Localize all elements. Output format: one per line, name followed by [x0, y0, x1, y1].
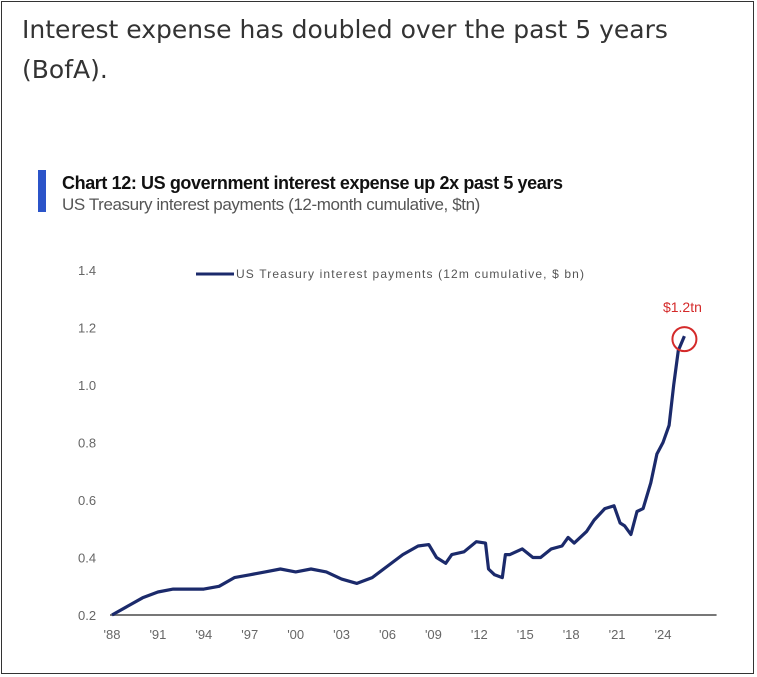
x-tick-label: '09: [425, 627, 442, 642]
y-tick-label: 1.4: [78, 263, 96, 278]
x-tick-label: '18: [563, 627, 580, 642]
y-tick-label: 0.6: [78, 493, 96, 508]
x-tick-label: '88: [104, 627, 121, 642]
x-tick-label: '97: [241, 627, 258, 642]
headline: Interest expense has doubled over the pa…: [22, 15, 668, 84]
x-tick-label: '00: [287, 627, 304, 642]
x-tick-label: '21: [609, 627, 626, 642]
x-tick-label: '15: [517, 627, 534, 642]
y-tick-label: 0.8: [78, 436, 96, 451]
highlight-circle: [671, 326, 698, 353]
chart-accent-bar: [38, 170, 46, 212]
x-tick-label: '12: [471, 627, 488, 642]
x-tick-label: '06: [379, 627, 396, 642]
chart-subtitle: US Treasury interest payments (12-month …: [62, 195, 480, 214]
series-line: [111, 335, 686, 617]
y-tick-label: 1.2: [78, 321, 96, 336]
x-tick-label: '24: [655, 627, 672, 642]
annotation-label: $1.2tn: [663, 299, 702, 315]
legend-label: US Treasury interest payments (12m cumul…: [236, 267, 584, 281]
y-tick-label: 0.2: [78, 608, 96, 623]
y-tick-label: 1.0: [78, 378, 96, 393]
x-tick-label: '94: [195, 627, 212, 642]
chart-title: Chart 12: US government interest expense…: [62, 173, 563, 193]
x-tick-label: '03: [333, 627, 350, 642]
y-tick-label: 0.4: [78, 551, 96, 566]
x-tick-label: '91: [149, 627, 166, 642]
